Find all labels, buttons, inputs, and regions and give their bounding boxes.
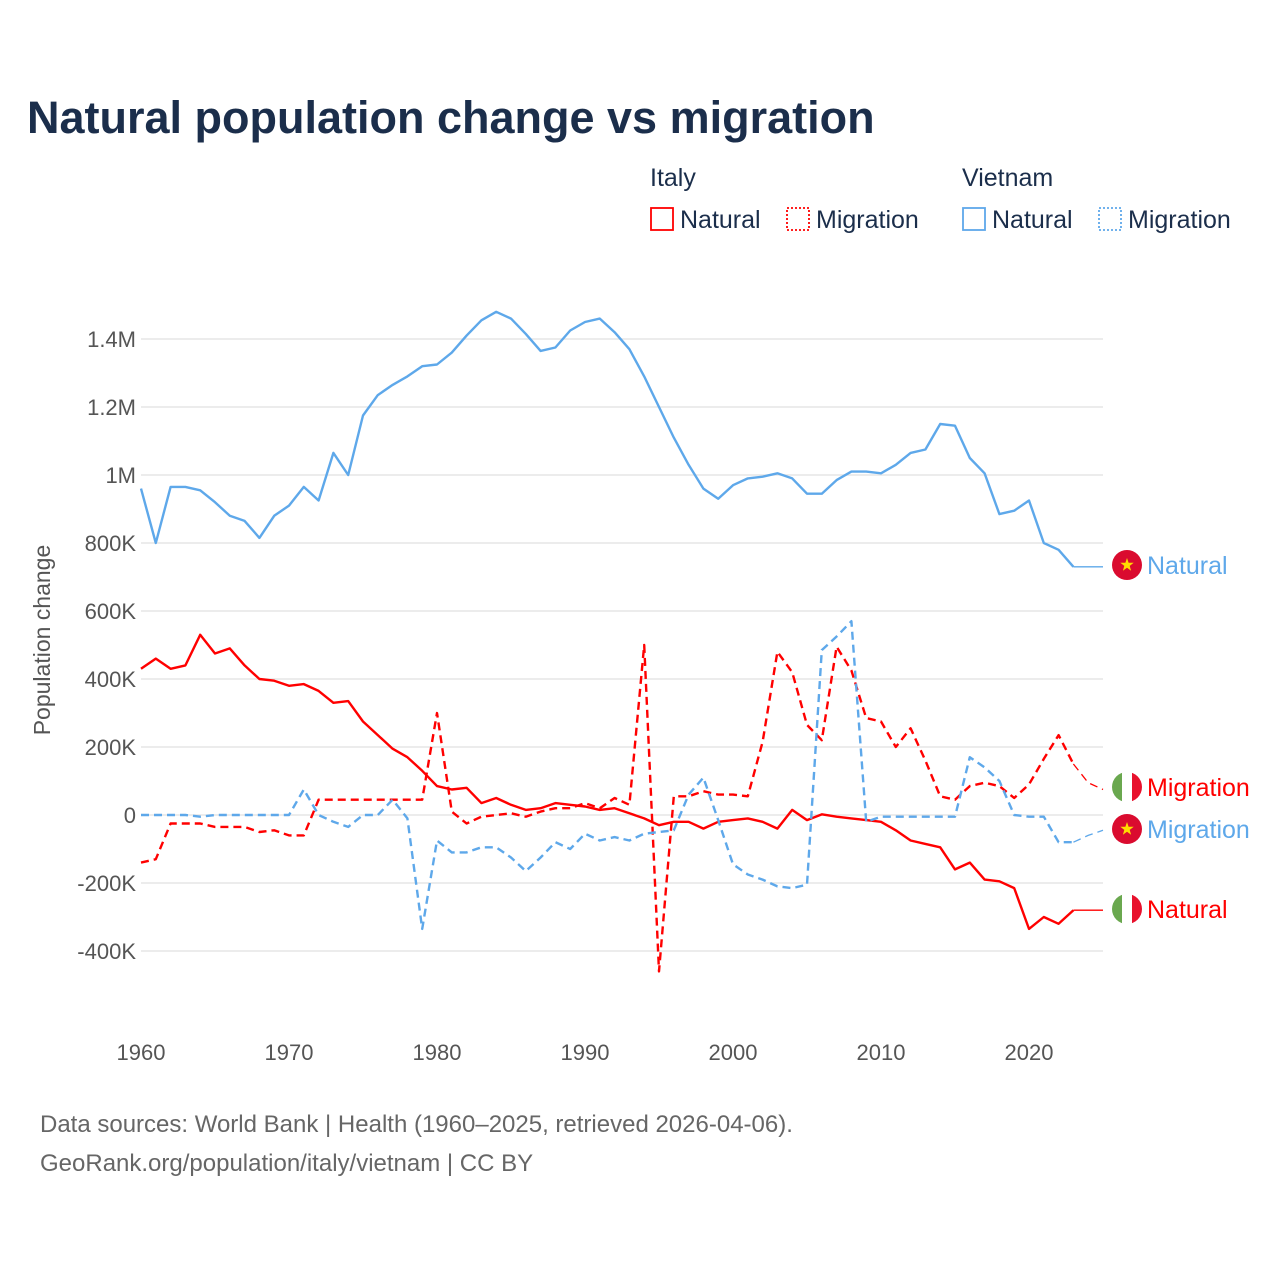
legend-group-title: Italy [650, 164, 696, 192]
source-note: Data sources: World Bank | Health (1960–… [40, 1111, 793, 1138]
y-tick-label: 1.2M [87, 395, 136, 420]
legend-item-label[interactable]: Natural [992, 206, 1073, 234]
series-lines [139, 310, 1104, 973]
x-tick-label: 2020 [1005, 1040, 1054, 1065]
legend-swatch[interactable] [650, 207, 674, 231]
legend: Italy Natural Migration Vietnam Natural Migra… [650, 164, 1231, 234]
x-tick-label: 1970 [265, 1040, 314, 1065]
gridlines [141, 338, 1103, 952]
star-icon [1120, 558, 1134, 571]
x-tick-label: 1960 [117, 1040, 166, 1065]
y-tick-label: 800K [85, 531, 137, 556]
credit-link[interactable]: GeoRank.org/population/italy/vietnam | C… [40, 1150, 533, 1177]
y-axis-label: Population change [29, 545, 55, 736]
end-label: Migration [1147, 816, 1250, 844]
legend-swatch[interactable] [1098, 207, 1122, 231]
chart-title: Natural population change vs migration [27, 92, 875, 143]
y-tick-label: 200K [85, 735, 137, 760]
y-axis: -400K -200K 0 200K 400K 600K 800K 1M 1.2M 1.4M [77, 327, 136, 964]
x-tick-label: 1980 [413, 1040, 462, 1065]
italy-flag-icon [1112, 894, 1142, 924]
legend-item-label[interactable]: Migration [1128, 206, 1231, 234]
star-icon [1120, 822, 1134, 835]
x-tick-label: 2000 [709, 1040, 758, 1065]
y-tick-label: -400K [77, 939, 136, 964]
y-tick-label: 1M [105, 463, 136, 488]
end-label: Migration [1147, 774, 1250, 802]
y-tick-label: 0 [124, 803, 136, 828]
x-tick-label: 2010 [857, 1040, 906, 1065]
legend-group-title: Vietnam [962, 164, 1053, 192]
series-line-vietnam-natural [139, 310, 1075, 568]
series-line-italy-natural [140, 633, 1075, 931]
end-label: Natural [1147, 896, 1228, 924]
series-line-vietnam-migration [141, 620, 1074, 931]
italy-flag-icon [1112, 772, 1142, 802]
legend-swatch[interactable] [962, 207, 986, 231]
legend-item-label[interactable]: Migration [816, 206, 919, 234]
end-label: Natural [1147, 552, 1228, 580]
y-tick-label: 400K [85, 667, 137, 692]
y-tick-label: 1.4M [87, 327, 136, 352]
legend-item-label[interactable]: Natural [680, 206, 761, 234]
end-labels: Natural Migration Natural Migration [1112, 550, 1250, 924]
y-tick-label: -200K [77, 871, 136, 896]
y-tick-label: 600K [85, 599, 137, 624]
vietnam-flag-icon [1112, 550, 1142, 580]
series-line-tail [1072, 763, 1104, 791]
series-line-tail [1073, 829, 1104, 843]
x-tick-label: 1990 [561, 1040, 610, 1065]
x-axis: 1960 1970 1980 1990 2000 2010 2020 [117, 1040, 1054, 1065]
legend-swatch[interactable] [786, 207, 810, 231]
vietnam-flag-icon [1112, 814, 1142, 844]
series-line-italy-migration [140, 643, 1075, 973]
